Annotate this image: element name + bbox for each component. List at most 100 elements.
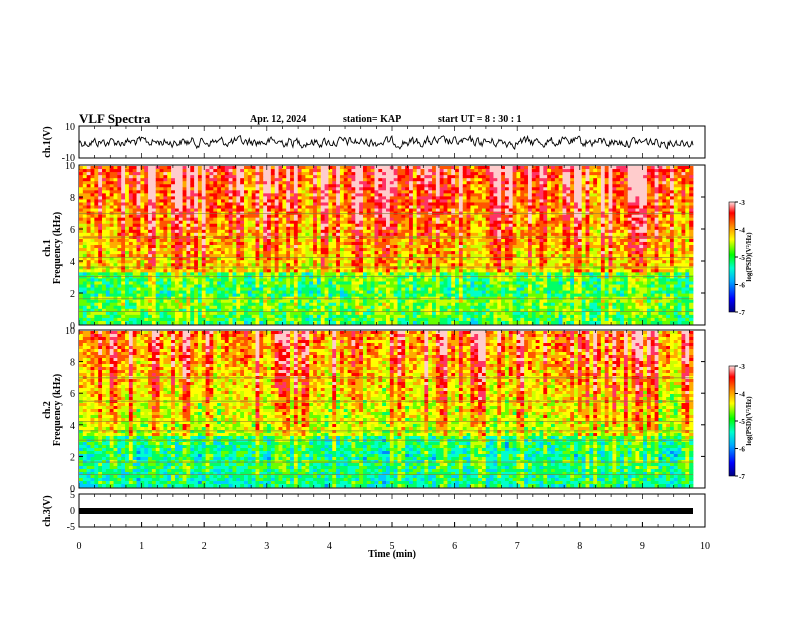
spectrogram-cell bbox=[98, 232, 103, 237]
spectrogram-cell bbox=[309, 302, 314, 307]
spectrogram-cell bbox=[435, 320, 441, 325]
spectrogram-cell bbox=[201, 260, 207, 264]
spectrogram-cell bbox=[301, 241, 306, 246]
spectrogram-cell bbox=[278, 175, 283, 179]
spectrogram-cell bbox=[424, 172, 429, 176]
spectrogram-cell bbox=[247, 187, 253, 191]
spectrogram-cell bbox=[263, 311, 268, 316]
spectrogram-cell bbox=[174, 208, 180, 212]
spectrogram-cell bbox=[121, 223, 126, 228]
spectrogram-cell bbox=[389, 272, 395, 276]
spectrogram-cell bbox=[274, 187, 279, 191]
spectrogram-cell bbox=[359, 305, 364, 310]
spectrogram-cell bbox=[405, 293, 410, 298]
spectrogram-cell bbox=[186, 254, 191, 258]
spectrogram-cell bbox=[140, 202, 145, 206]
spectrogram-cell bbox=[374, 314, 379, 319]
spectrogram-cell bbox=[278, 320, 283, 325]
spectrogram-cell bbox=[86, 317, 91, 322]
spectrogram-cell bbox=[351, 169, 356, 173]
spectrogram-cell bbox=[443, 299, 448, 304]
spectrogram-cell bbox=[351, 166, 356, 170]
spectrogram-cell bbox=[324, 223, 329, 228]
spectrogram-cell bbox=[405, 314, 410, 319]
spectrogram-cell bbox=[416, 287, 421, 291]
spectrogram-cell bbox=[432, 308, 437, 313]
spectrogram-cell bbox=[247, 166, 253, 170]
spectrogram-cell bbox=[301, 178, 306, 182]
spectrogram-cell bbox=[263, 308, 268, 313]
spectrogram-cell bbox=[240, 293, 245, 298]
spectrogram-cell bbox=[201, 238, 207, 243]
spectrogram-cell bbox=[217, 190, 222, 194]
spectrogram-cell bbox=[144, 311, 149, 316]
spectrogram-cell bbox=[151, 229, 157, 234]
spectrogram-cell bbox=[155, 311, 160, 316]
spectrogram-cell bbox=[439, 272, 444, 276]
spectrogram-cell bbox=[217, 169, 222, 173]
spectrogram-cell bbox=[366, 172, 372, 176]
spectrogram-cell bbox=[301, 293, 306, 298]
spectrogram-cell bbox=[386, 238, 391, 243]
spectrogram-cell bbox=[263, 232, 268, 237]
spectrogram-cell bbox=[86, 169, 91, 173]
spectrogram-cell bbox=[313, 308, 318, 313]
spectrogram-cell bbox=[82, 260, 88, 264]
spectrogram-cell bbox=[305, 275, 310, 279]
spectrogram-cell bbox=[405, 178, 410, 182]
spectrogram-cell bbox=[336, 241, 341, 246]
spectrogram-cell bbox=[270, 232, 276, 237]
spectrogram-cell bbox=[151, 287, 157, 291]
spectrogram-cell bbox=[151, 284, 157, 288]
spectrogram-cell bbox=[393, 190, 398, 194]
spectrogram-cell bbox=[174, 223, 180, 228]
spectrogram-cell bbox=[94, 254, 99, 258]
spectrogram-cell bbox=[389, 257, 395, 261]
spectrogram-cell bbox=[409, 226, 414, 231]
spectrogram-cell bbox=[282, 308, 287, 313]
spectrogram-cell bbox=[201, 275, 207, 279]
spectrogram-cell bbox=[136, 305, 141, 310]
spectrogram-cell bbox=[117, 275, 122, 279]
spectrogram-cell bbox=[263, 305, 268, 310]
spectrogram-cell bbox=[324, 245, 329, 249]
spectrogram-cell bbox=[244, 317, 249, 322]
spectrogram-cell bbox=[105, 290, 111, 295]
spectrogram-cell bbox=[228, 308, 233, 313]
spectrogram-cell bbox=[144, 314, 149, 319]
spectrogram-cell bbox=[220, 284, 226, 288]
spectrogram-cell bbox=[439, 214, 444, 219]
spectrogram-cell bbox=[374, 226, 379, 231]
spectrogram-cell bbox=[194, 293, 199, 298]
spectrogram-cell bbox=[240, 241, 245, 246]
spectrogram-cell bbox=[201, 205, 207, 209]
spectrogram-cell bbox=[136, 320, 141, 325]
spectrogram-cell bbox=[382, 290, 387, 295]
spectrogram-cell bbox=[209, 266, 214, 270]
spectrogram-cell bbox=[278, 181, 283, 185]
spectrogram-cell bbox=[328, 281, 333, 285]
spectrogram-cell bbox=[320, 248, 325, 252]
spectrogram-cell bbox=[186, 217, 191, 222]
spectrogram-cell bbox=[409, 193, 414, 197]
spectrogram-cell bbox=[102, 287, 107, 291]
spectrogram-cell bbox=[263, 205, 268, 209]
spectrogram-cell bbox=[359, 169, 364, 173]
spectrogram-cell bbox=[401, 238, 406, 243]
spectrogram-cell bbox=[366, 181, 372, 185]
spectrogram-cell bbox=[255, 272, 260, 276]
spectrogram-cell bbox=[174, 248, 180, 252]
spectrogram-cell bbox=[362, 290, 368, 295]
spectrogram-cell bbox=[217, 302, 222, 307]
spectrogram-cell bbox=[439, 190, 444, 194]
spectrogram-cell bbox=[405, 263, 410, 267]
spectrogram-cell bbox=[370, 169, 375, 173]
spectrogram-cell bbox=[412, 217, 418, 222]
spectrogram-cell bbox=[109, 314, 114, 319]
spectrogram-cell bbox=[174, 269, 180, 273]
spectrogram-cell bbox=[125, 196, 130, 200]
spectrogram-cell bbox=[270, 241, 276, 246]
spectrogram-cell bbox=[228, 181, 233, 185]
spectrogram-cell bbox=[174, 169, 180, 173]
spectrogram-cell bbox=[386, 266, 391, 270]
